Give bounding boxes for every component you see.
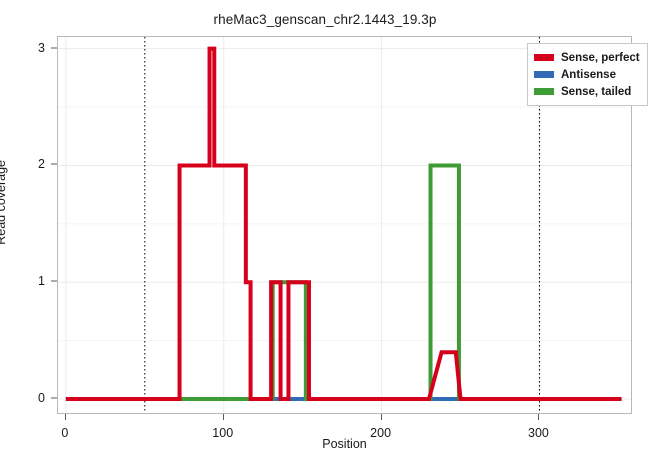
x-tick-mark [222, 414, 224, 420]
x-tick-label: 0 [61, 426, 69, 440]
x-tick-mark [64, 414, 66, 420]
x-tick-mark [380, 414, 382, 420]
y-tick-label: 1 [38, 274, 45, 289]
legend-label: Sense, perfect [561, 51, 640, 64]
x-axis-title: Position [322, 437, 367, 451]
legend-swatch-icon [534, 88, 554, 95]
chart-legend: Sense, perfect Antisense Sense, tailed [527, 43, 648, 106]
x-tick-label: 200 [370, 426, 392, 440]
legend-label: Sense, tailed [561, 85, 632, 98]
legend-swatch-icon [534, 54, 554, 61]
y-axis-tick-labels: 0 1 2 3 [0, 36, 57, 414]
x-axis-tick-labels: 0 100 200 300 [57, 414, 632, 444]
legend-label: Antisense [561, 68, 616, 81]
series-line [65, 46, 622, 401]
x-tick-label: 300 [528, 426, 549, 440]
y-tick-label: 2 [38, 157, 45, 172]
x-tick-label: 100 [212, 426, 234, 440]
x-tick-mark [538, 414, 540, 420]
y-tick-mark [51, 163, 57, 165]
legend-item: Sense, perfect [534, 49, 640, 66]
y-tick-mark [51, 397, 57, 399]
legend-item: Sense, tailed [534, 83, 640, 100]
y-tick-mark [51, 280, 57, 282]
legend-item: Antisense [534, 66, 640, 83]
y-tick-label: 0 [38, 390, 45, 405]
y-tick-label: 3 [38, 40, 45, 55]
chart-title: rheMac3_genscan_chr2.1443_19.3p [213, 12, 437, 27]
legend-swatch-icon [534, 71, 554, 78]
series-plot [58, 37, 631, 413]
y-tick-mark [51, 47, 57, 49]
